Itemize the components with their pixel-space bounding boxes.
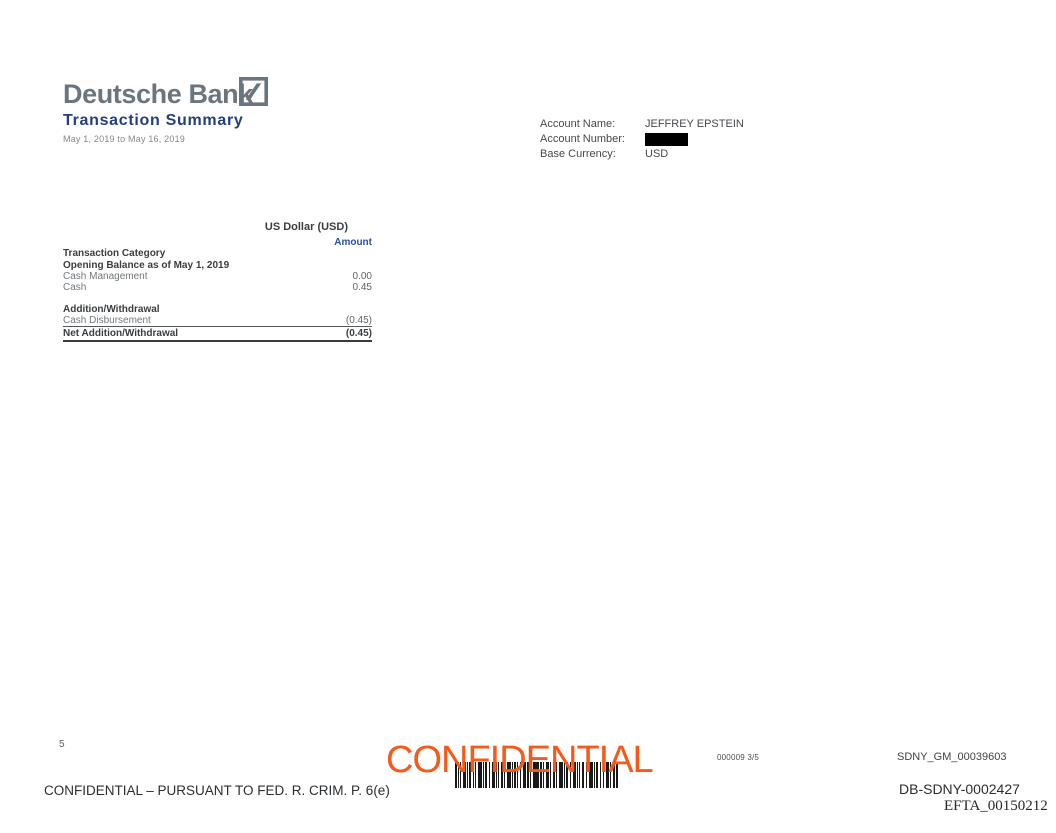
account-name-row: Account Name: JEFFREY EPSTEIN: [540, 117, 840, 132]
account-info: Account Name: JEFFREY EPSTEIN Account Nu…: [540, 117, 840, 161]
row-amount: 0.45: [352, 282, 372, 293]
deutsche-bank-logotype: Deutsche Bank: [63, 79, 253, 109]
opening-balance-header-row: Opening Balance as of May 1, 2019: [63, 259, 230, 271]
barcode: [455, 762, 618, 788]
transaction-summary-table: US Dollar (USD) Amount Transaction Categ…: [63, 0, 372, 345]
row-amount: (0.45): [345, 315, 372, 326]
table-row: Cash Management 0.00: [63, 272, 372, 282]
confidential-notice: CONFIDENTIAL – PURSUANT TO FED. R. CRIM.…: [44, 783, 390, 798]
deutsche-bank-logo-icon: [239, 77, 268, 106]
base-currency-label: Base Currency:: [540, 147, 616, 160]
base-currency-value: USD: [645, 147, 669, 160]
bates-number-efta: EFTA_00150212: [944, 798, 1048, 814]
account-number-row: Account Number:: [540, 132, 840, 147]
row-label: Cash: [63, 282, 87, 293]
base-currency-row: Base Currency: USD: [540, 146, 840, 161]
total-label: Net Addition/Withdrawal: [63, 328, 179, 339]
account-number-label: Account Number:: [540, 133, 625, 146]
addition-withdrawal-header-row: Addition/Withdrawal: [63, 304, 160, 315]
table-row: Cash Disbursement (0.45): [63, 316, 372, 326]
account-name-value: JEFFREY EPSTEIN: [645, 118, 744, 131]
currency-column-header: US Dollar (USD): [264, 221, 348, 233]
page-title: Transaction Summary: [63, 112, 244, 129]
bates-number-sdny-gm: SDNY_GM_00039603: [897, 751, 1007, 763]
page-number: 5: [59, 739, 65, 750]
bates-number-db-sdny: DB-SDNY-0002427: [899, 781, 1020, 797]
net-total-row: Net Addition/Withdrawal (0.45): [63, 329, 372, 339]
amount-column-header: Amount: [334, 237, 372, 248]
table-divider: [63, 326, 372, 327]
redaction-box: [645, 132, 688, 146]
row-label: Cash Disbursement: [63, 315, 151, 326]
category-header-row: Transaction Category: [63, 248, 166, 259]
scan-number: 000009 3/5: [717, 753, 760, 762]
confidential-watermark: CONFIDENTIAL: [386, 739, 654, 781]
statement-date-range: May 1, 2019 to May 16, 2019: [63, 134, 185, 144]
table-row: Cash 0.45: [63, 283, 372, 293]
row-label: Cash Management: [63, 271, 148, 282]
total-amount: (0.45): [345, 328, 372, 339]
account-name-label: Account Name:: [540, 118, 616, 131]
row-amount: 0.00: [352, 271, 372, 282]
table-total-rule: [63, 340, 372, 342]
